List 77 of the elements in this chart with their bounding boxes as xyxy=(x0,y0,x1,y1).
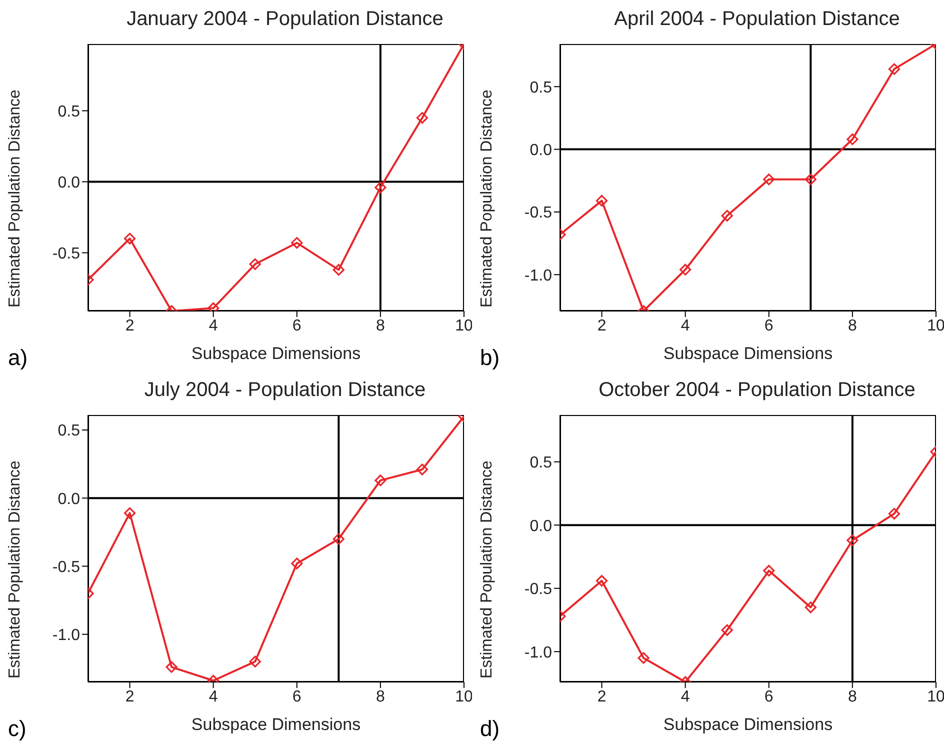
point xyxy=(416,464,428,476)
y-tick-label: -1.0 xyxy=(52,627,80,644)
point xyxy=(374,182,386,194)
y-tick-label: 0.5 xyxy=(58,103,80,120)
x-tick-label: 4 xyxy=(208,688,218,706)
point xyxy=(249,258,261,270)
y-axis-title: Estimated Population Distance xyxy=(6,460,24,678)
x-tick-label: 10 xyxy=(455,317,473,334)
x-tick-label: 8 xyxy=(848,317,857,334)
point xyxy=(721,624,733,636)
x-tick-label: 10 xyxy=(455,688,473,706)
y-axis-title: Estimated Population Distance xyxy=(6,90,24,308)
chart-title: January 2004 - Population Distance xyxy=(126,8,444,31)
x-tick-label: 8 xyxy=(376,688,385,706)
y-tick-label: -0.5 xyxy=(52,245,80,262)
x-axis-title: Subspace Dimensions xyxy=(191,344,361,363)
y-tick-label: 0.5 xyxy=(530,454,552,472)
point xyxy=(596,574,608,587)
chart-title: April 2004 - Population Distance xyxy=(613,8,901,31)
point xyxy=(596,194,608,206)
y-tick-label: 0.0 xyxy=(530,518,552,535)
point xyxy=(846,534,858,546)
text: a) xyxy=(8,345,28,371)
y-tick-label: 0.0 xyxy=(530,142,552,159)
point xyxy=(332,533,344,545)
point xyxy=(888,508,900,520)
x-tick-label: 4 xyxy=(208,317,218,334)
point xyxy=(374,474,386,486)
point xyxy=(291,237,303,249)
x-axis-title: Subspace Dimensions xyxy=(191,715,361,734)
point xyxy=(804,602,816,614)
point xyxy=(124,507,136,519)
point xyxy=(332,264,344,276)
y-tick-label: -1.0 xyxy=(524,644,552,662)
y-tick-label: -0.5 xyxy=(524,204,552,222)
text: b) xyxy=(480,345,500,371)
x-tick-label: 6 xyxy=(292,317,302,334)
chart-title: July 2004 - Population Distance xyxy=(143,379,427,402)
point xyxy=(680,264,692,276)
text: d) xyxy=(480,716,500,742)
chart-title: October 2004 - Population Distance xyxy=(598,379,916,402)
y-tick-label: -0.5 xyxy=(524,581,552,598)
y-tick-label: 0.5 xyxy=(58,422,80,440)
x-axis-title: Subspace Dimensions xyxy=(663,344,833,363)
text: c) xyxy=(8,716,26,742)
y-axis-title: Estimated Population Distance xyxy=(478,460,496,678)
x-tick-label: 2 xyxy=(597,688,606,706)
point xyxy=(166,661,178,673)
x-tick-label: 2 xyxy=(125,317,134,334)
point xyxy=(888,63,900,75)
y-axis-title: Estimated Population Distance xyxy=(478,90,496,308)
x-tick-label: 6 xyxy=(764,688,774,706)
point xyxy=(846,133,858,146)
x-tick-label: 2 xyxy=(597,317,606,334)
y-tick-label: -1.0 xyxy=(524,267,552,284)
x-tick-label: 6 xyxy=(292,688,302,706)
point xyxy=(124,232,136,244)
point xyxy=(763,174,775,186)
point xyxy=(721,210,733,222)
y-tick-label: 0.5 xyxy=(530,79,552,96)
x-tick-label: 8 xyxy=(848,688,857,706)
x-tick-label: 8 xyxy=(376,317,385,334)
x-tick-label: 4 xyxy=(680,317,690,334)
x-tick-label: 2 xyxy=(125,688,134,706)
x-tick-label: 10 xyxy=(927,317,944,334)
y-tick-label: -0.5 xyxy=(52,558,80,576)
y-tick-label: 0.0 xyxy=(58,490,80,508)
x-tick-label: 6 xyxy=(764,317,774,334)
point xyxy=(638,652,650,664)
x-axis-title: Subspace Dimensions xyxy=(663,715,833,734)
x-tick-label: 10 xyxy=(927,688,944,706)
x-tick-label: 4 xyxy=(680,688,690,706)
y-tick-label: 0.0 xyxy=(58,174,80,192)
point xyxy=(763,564,775,576)
point xyxy=(291,558,303,570)
point xyxy=(249,656,261,668)
point xyxy=(804,174,816,186)
